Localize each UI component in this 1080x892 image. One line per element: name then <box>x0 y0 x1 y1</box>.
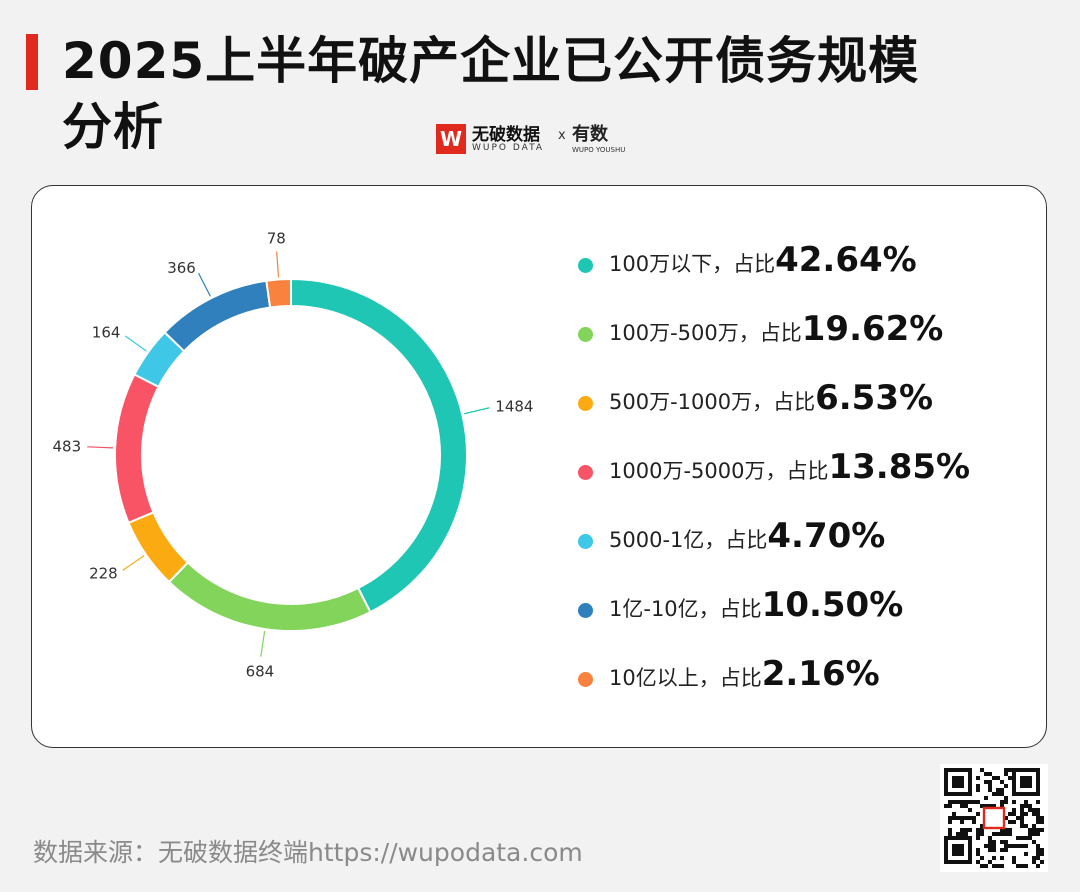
legend-label: 100万以下，占比 <box>609 252 776 276</box>
chart-card: 1484 684 228 483 164 366 78 <box>31 185 1047 748</box>
leader-line <box>122 555 145 571</box>
page-title: 2025上半年破产企业已公开债务规模 分析 <box>62 28 962 160</box>
leader-line <box>87 446 114 449</box>
wupo-logo-icon: W <box>436 124 466 154</box>
leader-line <box>124 335 147 352</box>
legend-percent: 13.85% <box>828 447 971 487</box>
legend-dot-icon <box>578 258 593 273</box>
legend-item: 100万-500万，占比 19.62% <box>578 309 943 355</box>
title-line-2: 分析 <box>62 98 164 156</box>
legend-dot-icon <box>578 396 593 411</box>
legend-percent: 2.16% <box>761 654 880 694</box>
brand-separator: x <box>558 128 566 143</box>
title-accent-bar <box>26 34 38 90</box>
legend-percent: 4.70% <box>767 516 886 556</box>
slice-value-label: 483 <box>53 438 82 456</box>
legend-label: 10亿以上，占比 <box>609 666 762 690</box>
legend-item: 100万以下，占比 42.64% <box>578 240 917 286</box>
legend-label: 1亿-10亿，占比 <box>609 597 762 621</box>
brand-name: 无破数据 <box>472 125 540 145</box>
leader-line <box>198 272 211 297</box>
slice-value-label: 164 <box>92 323 121 341</box>
slice-value-label: 78 <box>267 230 286 248</box>
legend-dot-icon <box>578 672 593 687</box>
legend-percent: 42.64% <box>775 240 917 280</box>
legend-dot-icon <box>578 534 593 549</box>
donut-slice <box>290 277 468 614</box>
slice-value-label: 228 <box>89 565 118 583</box>
donut-slice <box>114 373 160 525</box>
legend-dot-icon <box>578 327 593 342</box>
slice-value-label: 1484 <box>495 397 533 415</box>
legend-percent: 19.62% <box>801 309 944 349</box>
legend-dot-icon <box>578 603 593 618</box>
leader-line <box>260 630 266 657</box>
partner-name-en: WUPO YOUSHU <box>572 146 626 154</box>
leader-line <box>276 251 280 278</box>
leader-line <box>464 407 490 415</box>
donut-chart: 1484 684 228 483 164 366 78 <box>53 230 534 681</box>
legend-label: 500万-1000万，占比 <box>609 390 816 414</box>
partner-name: 有数 <box>572 124 608 145</box>
legend-item: 1000万-5000万，占比 13.85% <box>578 447 970 493</box>
legend-label: 5000-1亿，占比 <box>609 528 768 552</box>
donut-slice <box>265 277 292 309</box>
legend-dot-icon <box>578 465 593 480</box>
legend-item: 500万-1000万，占比 6.53% <box>578 378 933 424</box>
legend-item: 1亿-10亿，占比 10.50% <box>578 585 903 631</box>
donut-slice <box>163 279 272 353</box>
data-source: 数据来源：无破数据终端https://wupodata.com <box>33 838 583 867</box>
qr-code-icon <box>940 764 1048 872</box>
donut-slice <box>127 511 190 584</box>
donut-slice <box>167 561 372 632</box>
legend-label: 100万-500万，占比 <box>609 321 802 345</box>
legend-percent: 10.50% <box>761 585 904 625</box>
legend-label: 1000万-5000万，占比 <box>609 459 829 483</box>
legend-item: 5000-1亿，占比 4.70% <box>578 516 885 562</box>
slice-value-label: 684 <box>246 663 275 681</box>
brand-name-en: WUPO DATA <box>472 143 545 153</box>
legend-item: 10亿以上，占比 2.16% <box>578 654 880 700</box>
title-line-1: 2025上半年破产企业已公开债务规模 <box>62 32 920 90</box>
legend-percent: 6.53% <box>815 378 934 418</box>
slice-value-label: 366 <box>167 259 196 277</box>
